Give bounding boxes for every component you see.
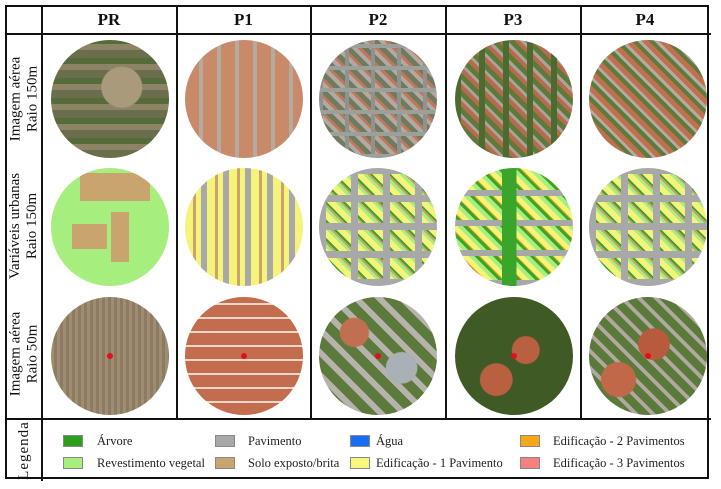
legend-label: Pavimento [248,434,302,448]
aerial-image-p2-50m [319,297,437,415]
column-header-p4: P4 [635,10,655,29]
divider [580,5,582,418]
row-label-line: Imagem aérea [7,56,23,142]
legend-label: Revestimento vegetal [97,456,205,470]
divider [5,33,711,35]
aerial-image-pr-50m [51,297,169,415]
legend-label: Solo exposto/brita [248,456,340,470]
legend-swatch [63,457,83,469]
aerial-image-p1-150m [185,40,303,158]
row-label-aerial-150: Imagem aérea Raio 150m [6,35,42,163]
divider [445,5,447,418]
row-label-line: Variáveis urbanas [7,172,23,279]
aerial-image-p3-150m [455,40,573,158]
legend-swatch [215,457,235,469]
legend-swatch [350,457,370,469]
point-marker-icon [375,353,381,359]
legend-swatch [520,457,540,469]
legend-swatch [215,435,235,447]
divider [310,5,312,418]
column-header-p3: P3 [503,10,523,29]
aerial-image-p3-50m [455,297,573,415]
legend-swatch [520,435,540,447]
row-label-line: Raio 150m [24,65,40,133]
legend-label: Água [376,434,404,448]
divider [176,5,178,418]
legend-label: Edificação - 2 Pavimentos [553,434,685,448]
urban-map-p2-150m [319,168,437,286]
legend-label: Edificação - 1 Pavimento [376,456,503,470]
aerial-image-p1-50m [185,297,303,415]
legend-label: Edificação - 3 Pavimentos [553,456,685,470]
urban-map-p1-150m [185,168,303,286]
aerial-image-p4-50m [589,297,707,415]
aerial-image-pr-150m [51,40,169,158]
row-label-line: Imagem aérea [7,311,23,397]
legend-label: Árvore [97,434,133,448]
divider [41,5,43,481]
point-marker-icon [107,353,113,359]
point-marker-icon [241,353,247,359]
urban-map-pr-150m [51,168,169,286]
column-header-pr: PR [97,10,121,29]
aerial-image-p2-150m [319,40,437,158]
aerial-image-p4-150m [589,40,707,158]
urban-map-p3-150m [455,168,573,286]
divider [5,418,711,420]
row-label-urban-vars-150: Variáveis urbanas Raio 150m [6,163,42,288]
point-marker-icon [511,353,517,359]
row-label-line: Raio 150m [24,192,40,259]
legend-title-text: Legenda [15,420,32,480]
urban-map-p4-150m [589,168,707,286]
row-label-aerial-50: Imagem aérea Raio 50m [6,290,42,418]
legend-title: Legenda [6,420,42,480]
figure-table [5,5,709,479]
column-header-p1: P1 [234,10,253,29]
legend-swatch [350,435,370,447]
point-marker-icon [645,353,651,359]
row-label-line: Raio 50m [24,324,40,384]
column-header-p2: P2 [368,10,388,29]
legend-swatch [63,435,83,447]
